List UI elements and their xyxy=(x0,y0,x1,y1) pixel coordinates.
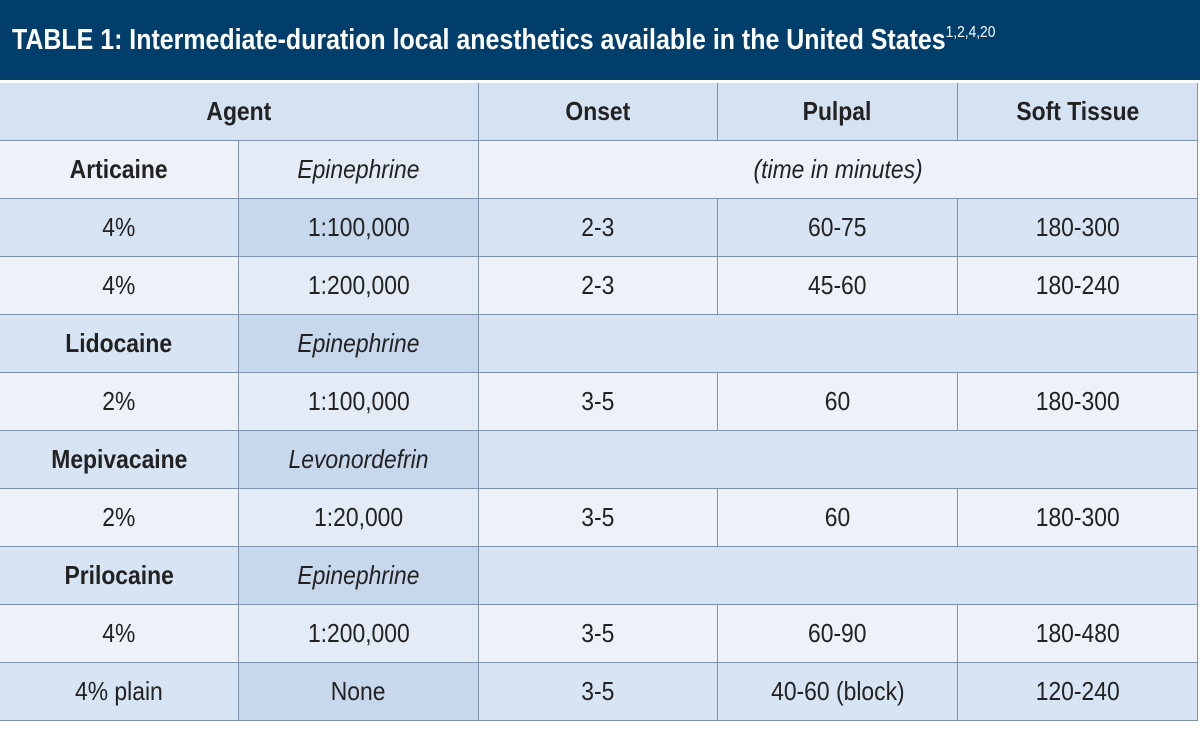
table-cell: Articaine xyxy=(0,141,239,199)
cell-text: 45-60 xyxy=(808,270,867,300)
cell-text: Epinephrine xyxy=(297,154,420,184)
table-cell: 1:200,000 xyxy=(239,605,479,663)
table-cell: 4% xyxy=(0,605,239,663)
cell-text: Soft Tissue xyxy=(1016,96,1139,126)
table-cell: 180-300 xyxy=(958,489,1198,547)
cell-text: 4% xyxy=(102,618,136,648)
cell-text: 60 xyxy=(824,386,851,416)
title-bar: TABLE 1: Intermediate-duration local ane… xyxy=(0,0,1200,80)
table-cell: Soft Tissue xyxy=(958,83,1198,141)
cell-text: 1:20,000 xyxy=(313,502,404,532)
table-cell: Onset xyxy=(479,83,718,141)
table-cell: 2% xyxy=(0,489,239,547)
cell-text: 40-60 (block) xyxy=(770,676,905,706)
cell-text: 180-300 xyxy=(1035,212,1120,242)
table-cell: 3-5 xyxy=(479,663,718,721)
cell-text: 4% plain xyxy=(75,676,163,706)
cell-text: Lidocaine xyxy=(65,328,173,358)
table-cell: 60-90 xyxy=(718,605,958,663)
table-cell: Epinephrine xyxy=(239,547,479,605)
table-cell: Levonordefrin xyxy=(239,431,479,489)
cell-text: Mepivacaine xyxy=(50,444,188,474)
cell-text: 3-5 xyxy=(581,618,615,648)
cell-text: Levonordefrin xyxy=(288,444,429,474)
table-cell: 180-240 xyxy=(958,257,1198,315)
table-cell: 40-60 (block) xyxy=(718,663,958,721)
table-cell: 1:200,000 xyxy=(239,257,479,315)
title-text: TABLE 1: Intermediate-duration local ane… xyxy=(12,24,946,56)
cell-text: 4% xyxy=(102,212,136,242)
table-cell: Agent xyxy=(0,83,479,141)
table-cell: 2% xyxy=(0,373,239,431)
cell-text: (time in minutes) xyxy=(753,154,923,184)
table-cell: 180-300 xyxy=(958,199,1198,257)
cell-text: 1:200,000 xyxy=(307,270,410,300)
table-cell: 60 xyxy=(718,373,958,431)
cell-text: 180-240 xyxy=(1035,270,1120,300)
table-cell: 45-60 xyxy=(718,257,958,315)
table-cell: 3-5 xyxy=(479,489,718,547)
table-cell: 4% plain xyxy=(0,663,239,721)
table-cell: 1:20,000 xyxy=(239,489,479,547)
table-cell: Epinephrine xyxy=(239,315,479,373)
cell-text: Articaine xyxy=(70,154,168,184)
cell-text: 180-300 xyxy=(1035,386,1120,416)
cell-text: 180-300 xyxy=(1035,502,1120,532)
table-cell: Lidocaine xyxy=(0,315,239,373)
table-cell: 4% xyxy=(0,257,239,315)
table-cell: 3-5 xyxy=(479,605,718,663)
cell-text: 2% xyxy=(102,502,136,532)
cell-text: Epinephrine xyxy=(297,560,420,590)
table-cell: 4% xyxy=(0,199,239,257)
table-cell: 180-300 xyxy=(958,373,1198,431)
cell-text: 3-5 xyxy=(581,386,615,416)
cell-text: 60 xyxy=(824,502,851,532)
cell-text: 120-240 xyxy=(1035,676,1120,706)
cell-text: 2% xyxy=(102,386,136,416)
table-cell: 60-75 xyxy=(718,199,958,257)
table-cell: 180-480 xyxy=(958,605,1198,663)
table-cell xyxy=(479,547,1198,605)
cell-text: Prilocaine xyxy=(64,560,174,590)
cell-text: Pulpal xyxy=(803,96,872,126)
cell-text: 4% xyxy=(102,270,136,300)
table-cell: Pulpal xyxy=(718,83,958,141)
table-cell: Mepivacaine xyxy=(0,431,239,489)
title-refs: 1,2,4,20 xyxy=(945,24,996,41)
table-title: TABLE 1: Intermediate-duration local ane… xyxy=(12,24,995,57)
cell-text: Onset xyxy=(565,96,631,126)
cell-text: Epinephrine xyxy=(297,328,420,358)
cell-text: 2-3 xyxy=(581,270,615,300)
table-cell: (time in minutes) xyxy=(479,141,1198,199)
cell-text: 60-90 xyxy=(808,618,867,648)
cell-text: 60-75 xyxy=(808,212,867,242)
table-cell: None xyxy=(239,663,479,721)
table-cell: 3-5 xyxy=(479,373,718,431)
table-cell: 1:100,000 xyxy=(239,373,479,431)
cell-text: 1:100,000 xyxy=(307,212,410,242)
cell-text: 3-5 xyxy=(581,502,615,532)
cell-text: 1:200,000 xyxy=(307,618,410,648)
cell-text: 3-5 xyxy=(581,676,615,706)
table-cell: 2-3 xyxy=(479,199,718,257)
table-cell: 2-3 xyxy=(479,257,718,315)
table-cell: 1:100,000 xyxy=(239,199,479,257)
table-cell: 120-240 xyxy=(958,663,1198,721)
cell-text: 1:100,000 xyxy=(307,386,410,416)
table-cell: Prilocaine xyxy=(0,547,239,605)
table-cell xyxy=(479,315,1198,373)
table-cell: 60 xyxy=(718,489,958,547)
table-cell xyxy=(479,431,1198,489)
cell-text: Agent xyxy=(206,96,272,126)
cell-text: None xyxy=(331,676,386,706)
cell-text: 2-3 xyxy=(581,212,615,242)
table-cell: Epinephrine xyxy=(239,141,479,199)
cell-text: 180-480 xyxy=(1035,618,1120,648)
